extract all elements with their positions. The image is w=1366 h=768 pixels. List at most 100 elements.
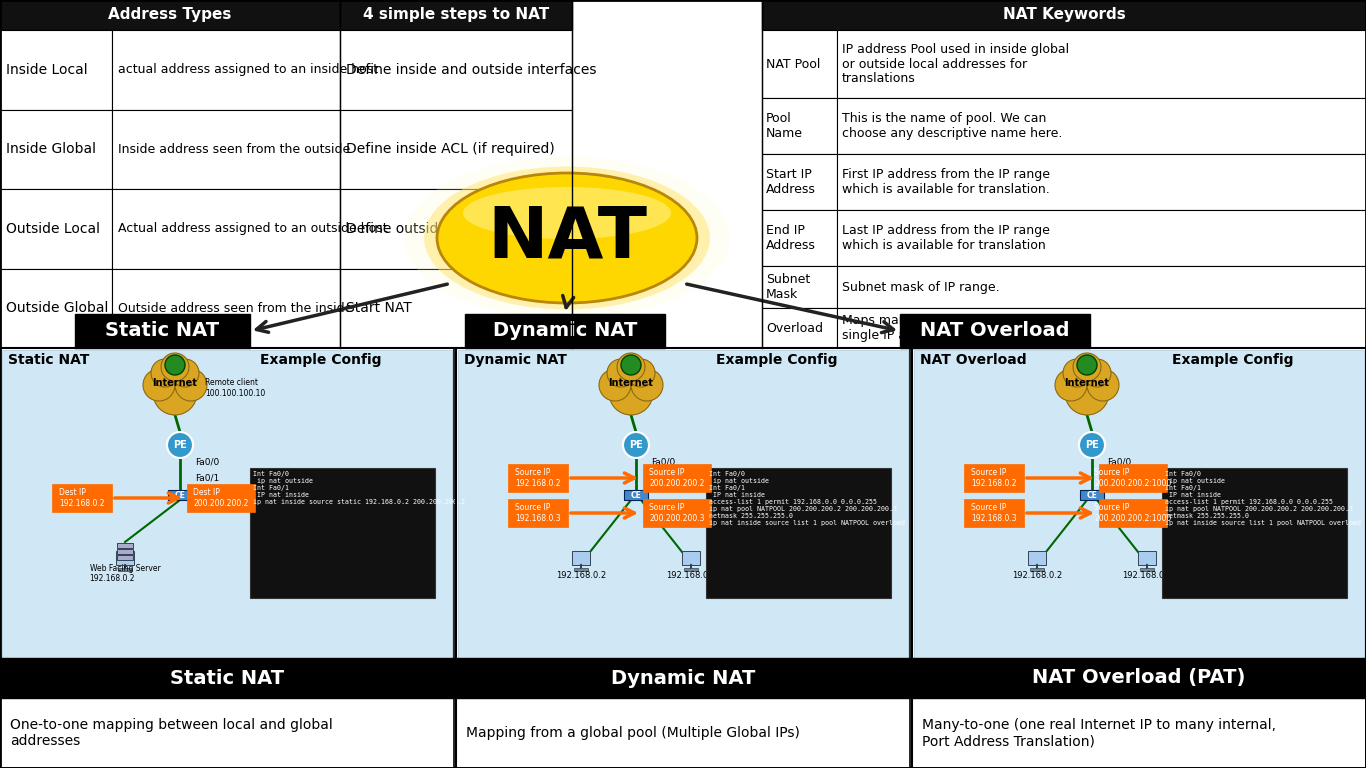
Bar: [168, 490, 193, 500]
Text: PE: PE: [630, 440, 643, 450]
Bar: [456, 348, 910, 768]
Text: One-to-one mapping between local and global
addresses: One-to-one mapping between local and glo…: [10, 718, 333, 748]
Bar: [1, 472, 340, 504]
Bar: [112, 269, 340, 348]
Circle shape: [1065, 371, 1109, 415]
Text: Fa0/0: Fa0/0: [195, 458, 220, 466]
Text: NAT Keywords: NAT Keywords: [1003, 8, 1126, 22]
Bar: [1100, 464, 1167, 492]
Text: Web Facing Server
192.168.0.2: Web Facing Server 192.168.0.2: [90, 564, 160, 584]
Bar: [464, 314, 665, 348]
Bar: [643, 499, 710, 527]
Text: PE: PE: [1085, 440, 1098, 450]
Ellipse shape: [437, 173, 697, 303]
Text: Fa0/0: Fa0/0: [652, 458, 675, 466]
Circle shape: [600, 369, 631, 401]
Text: Mapping from a global pool (Multiple Global IPs): Mapping from a global pool (Multiple Glo…: [466, 726, 800, 740]
Text: clear ip nat translations: clear ip nat translations: [8, 481, 173, 495]
Bar: [762, 266, 837, 308]
Text: Show run | include nat: Show run | include nat: [8, 417, 164, 432]
Bar: [117, 568, 133, 571]
Text: 4 simple steps to NAT: 4 simple steps to NAT: [363, 8, 549, 22]
Text: Maps many Private IP addresses to a
single IP address using ports: Maps many Private IP addresses to a sing…: [841, 314, 1072, 342]
Text: NAT Overload: NAT Overload: [921, 322, 1070, 340]
Text: show ip nat statistics: show ip nat statistics: [8, 449, 154, 463]
Bar: [762, 308, 837, 348]
Bar: [340, 110, 572, 189]
Bar: [250, 468, 434, 598]
Bar: [1030, 568, 1044, 571]
Text: Fa0/1: Fa0/1: [1106, 474, 1131, 482]
Bar: [684, 568, 698, 571]
Text: Internet: Internet: [1064, 378, 1109, 388]
Bar: [643, 464, 710, 492]
Bar: [1, 376, 340, 408]
Text: CE: CE: [1086, 491, 1097, 499]
Bar: [340, 0, 762, 348]
Circle shape: [175, 369, 208, 401]
Ellipse shape: [463, 187, 671, 239]
Bar: [0, 110, 112, 189]
Text: Int Fa0/0
 ip nat outside
Int Fa0/1
 IP nat inside
ip nat inside source static 1: Int Fa0/0 ip nat outside Int Fa0/1 IP na…: [253, 471, 464, 505]
Circle shape: [1074, 353, 1101, 381]
Text: Fa0/1: Fa0/1: [652, 474, 675, 482]
Circle shape: [617, 353, 645, 381]
Bar: [112, 30, 340, 110]
Bar: [0, 348, 454, 768]
Text: Troubleshooting and Verification: Troubleshooting and Verification: [42, 355, 299, 369]
Text: Source IP
200.200.200.3: Source IP 200.200.200.3: [649, 503, 705, 523]
Bar: [0, 30, 112, 110]
Bar: [762, 0, 1366, 30]
Bar: [912, 658, 1366, 698]
Bar: [912, 348, 1366, 768]
Bar: [1100, 499, 1167, 527]
Text: Dynamic NAT: Dynamic NAT: [611, 668, 755, 687]
Bar: [572, 551, 590, 565]
Bar: [837, 308, 1366, 348]
Text: Outside address seen from the inside: Outside address seen from the inside: [117, 302, 352, 315]
Bar: [75, 314, 250, 348]
Circle shape: [623, 432, 649, 458]
Bar: [964, 499, 1024, 527]
Text: Dest IP
200.200.200.2: Dest IP 200.200.200.2: [194, 488, 249, 508]
Bar: [762, 210, 837, 266]
Text: Dynamic NAT: Dynamic NAT: [493, 322, 637, 340]
Bar: [0, 0, 340, 30]
Circle shape: [1063, 359, 1091, 387]
Text: 192.168.0.3: 192.168.0.3: [665, 571, 716, 580]
Text: End IP
Address: End IP Address: [766, 224, 816, 252]
Bar: [340, 189, 572, 269]
Bar: [456, 658, 910, 698]
Text: NAT: NAT: [488, 204, 647, 273]
Bar: [762, 98, 837, 154]
Text: Subnet
Mask: Subnet Mask: [766, 273, 810, 301]
Bar: [187, 484, 255, 512]
Circle shape: [161, 353, 189, 381]
Circle shape: [165, 355, 184, 375]
Bar: [508, 464, 568, 492]
Text: Remote client
100.100.100.10: Remote client 100.100.100.10: [205, 379, 265, 398]
Text: Inside Local: Inside Local: [5, 63, 87, 77]
Text: PE: PE: [173, 440, 187, 450]
Circle shape: [1087, 369, 1119, 401]
Bar: [52, 484, 112, 512]
Bar: [340, 0, 572, 30]
Text: Source IP
192.168.0.2: Source IP 192.168.0.2: [515, 468, 561, 488]
Text: Outside Local: Outside Local: [5, 222, 100, 236]
Text: Source IP
192.168.0.2: Source IP 192.168.0.2: [971, 468, 1016, 488]
Bar: [837, 30, 1366, 98]
Bar: [762, 154, 837, 210]
Text: This is the name of pool. We can
choose any descriptive name here.: This is the name of pool. We can choose …: [841, 112, 1063, 140]
Text: Static NAT: Static NAT: [8, 353, 89, 367]
Bar: [340, 30, 572, 110]
Text: Source IP
200.200.200.2:1000: Source IP 200.200.200.2:1000: [1094, 503, 1172, 523]
Text: Last IP address from the IP range
which is available for translation: Last IP address from the IP range which …: [841, 224, 1050, 252]
Circle shape: [143, 369, 175, 401]
Text: Source IP
200.200.200.2: Source IP 200.200.200.2: [649, 468, 705, 488]
Text: CE: CE: [631, 491, 642, 499]
Text: NAT Pool: NAT Pool: [766, 58, 821, 71]
Text: Source IP
192.168.0.3: Source IP 192.168.0.3: [515, 503, 561, 523]
Text: Source IP
192.168.0.3: Source IP 192.168.0.3: [971, 503, 1016, 523]
Bar: [0, 658, 454, 698]
Text: Many-to-one (one real Internet IP to many internal,
Port Address Translation): Many-to-one (one real Internet IP to man…: [922, 718, 1276, 748]
